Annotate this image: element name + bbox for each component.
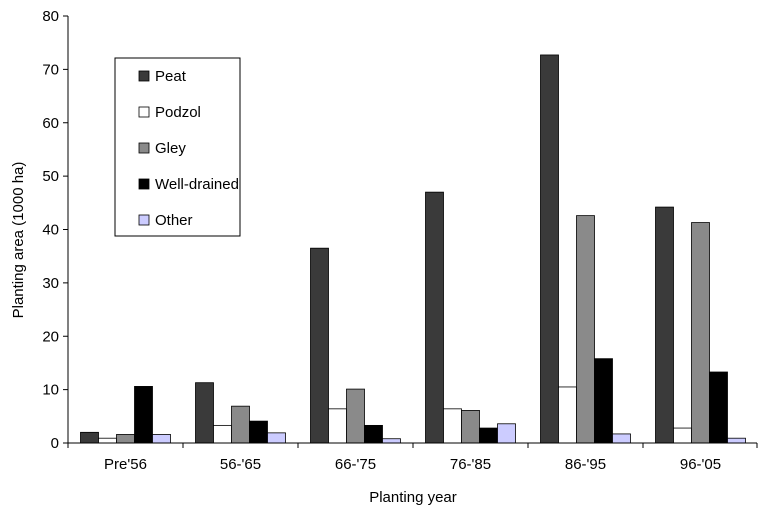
- x-tick-label: 86-'95: [565, 456, 606, 473]
- bar-other-3: [497, 423, 516, 444]
- x-tick-label: 56-'65: [220, 456, 261, 473]
- bar-well-drained-1: [249, 420, 268, 444]
- bar-gley-4: [576, 215, 595, 444]
- bar-gley-5: [691, 222, 710, 444]
- bar-podzol-2: [328, 408, 347, 444]
- bar-gley-2: [346, 388, 365, 444]
- legend-swatch-podzol: [138, 106, 150, 118]
- bar-podzol-1: [213, 424, 232, 444]
- bar-peat-3: [425, 191, 444, 444]
- bar-well-drained-3: [479, 427, 498, 444]
- bar-other-2: [382, 438, 401, 444]
- y-tick-label: 30: [42, 275, 59, 292]
- y-tick-label: 60: [42, 115, 59, 132]
- y-tick-label: 70: [42, 61, 59, 78]
- bar-other-0: [152, 434, 171, 444]
- bar-peat-2: [310, 247, 329, 444]
- y-axis-title: Planting area (1000 ha): [10, 162, 27, 319]
- bar-podzol-3: [443, 408, 462, 444]
- axes-layer: 0 10 20 30 40 50 60 70 80 Pre'56 56-'65 66-'75 76-'8…: [42, 8, 758, 473]
- bar-podzol-4: [558, 386, 577, 444]
- bar-peat-1: [195, 382, 214, 444]
- y-tick-label: 40: [42, 222, 59, 239]
- legend-label-peat: Peat: [155, 68, 187, 85]
- bar-well-drained-0: [134, 386, 153, 444]
- legend-label-other: Other: [155, 212, 193, 229]
- bar-well-drained-5: [709, 371, 728, 444]
- legend-label-gley: Gley: [155, 140, 186, 157]
- x-axis-title: Planting year: [369, 489, 457, 506]
- bar-well-drained-2: [364, 424, 383, 444]
- legend-box: [114, 57, 241, 237]
- legend-swatch-other: [138, 214, 150, 226]
- bar-other-4: [612, 433, 631, 444]
- y-tick-label: 80: [42, 8, 59, 25]
- bar-peat-0: [80, 431, 99, 444]
- legend-label-podzol: Podzol: [155, 104, 201, 121]
- bar-other-1: [267, 432, 286, 444]
- bar-well-drained-4: [594, 358, 613, 444]
- bar-peat-4: [540, 54, 559, 444]
- x-tick-label: 66-'75: [335, 456, 376, 473]
- legend-swatch-gley: [138, 142, 150, 154]
- x-tick-label: 76-'85: [450, 456, 491, 473]
- bar-peat-5: [655, 206, 674, 444]
- y-tick-label: 0: [51, 435, 59, 452]
- legend-label-well-drained: Well-drained: [155, 176, 239, 193]
- bar-gley-1: [231, 405, 250, 444]
- legend-swatch-peat: [138, 70, 150, 82]
- legend: Peat Podzol Gley Well-drained Other: [114, 57, 241, 237]
- legend-swatch-well-drained: [138, 178, 150, 190]
- bar-podzol-0: [98, 437, 117, 444]
- bar-other-5: [727, 437, 746, 444]
- y-tick-label: 50: [42, 168, 59, 185]
- bar-gley-3: [461, 410, 480, 444]
- x-tick-label: Pre'56: [104, 456, 147, 473]
- y-tick-label: 20: [42, 328, 59, 345]
- y-tick-label: 10: [42, 382, 59, 399]
- bar-podzol-5: [673, 427, 692, 444]
- bar-gley-0: [116, 434, 135, 444]
- x-tick-label: 96-'05: [680, 456, 721, 473]
